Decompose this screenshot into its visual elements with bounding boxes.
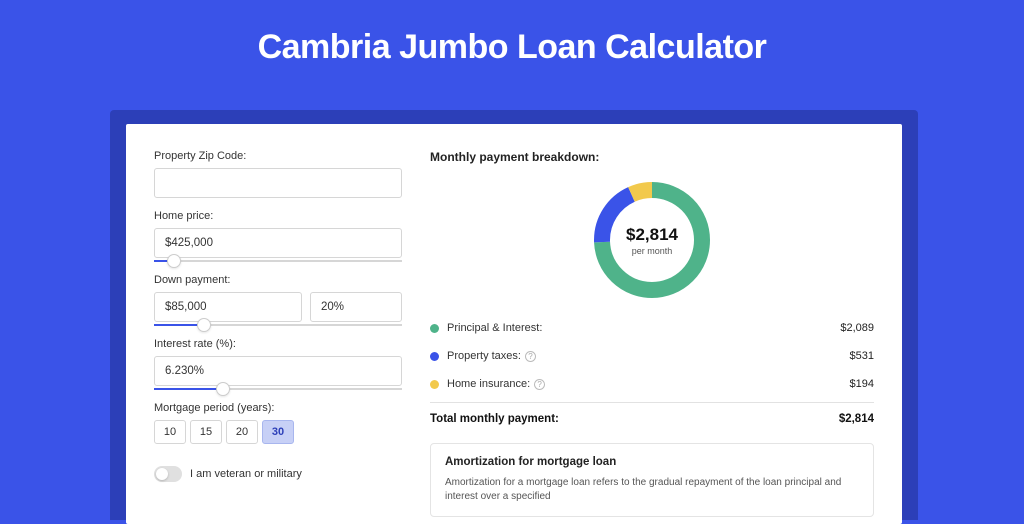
- mortgage-period-group: 10152030: [154, 420, 402, 444]
- down-payment-percent-input[interactable]: [310, 292, 402, 322]
- legend-swatch: [430, 380, 439, 389]
- amortization-text: Amortization for a mortgage loan refers …: [445, 476, 859, 504]
- donut-amount: $2,814: [626, 225, 678, 245]
- total-label: Total monthly payment:: [430, 413, 559, 425]
- total-value: $2,814: [839, 413, 874, 425]
- payment-donut-chart: $2,814 per month: [590, 178, 714, 302]
- mortgage-period-label: Mortgage period (years):: [154, 402, 402, 414]
- page-title: Cambria Jumbo Loan Calculator: [0, 0, 1024, 85]
- amortization-card: Amortization for mortgage loan Amortizat…: [430, 443, 874, 517]
- inputs-column: Property Zip Code: Home price: Down paym…: [154, 150, 402, 524]
- zip-input[interactable]: [154, 168, 402, 198]
- home-price-slider[interactable]: [154, 260, 402, 262]
- amortization-title: Amortization for mortgage loan: [445, 456, 859, 468]
- breakdown-label: Property taxes:?: [447, 350, 850, 362]
- breakdown-label: Principal & Interest:: [447, 322, 840, 334]
- donut-sublabel: per month: [632, 246, 673, 256]
- period-option-15[interactable]: 15: [190, 420, 222, 444]
- home-price-input[interactable]: [154, 228, 402, 258]
- total-row: Total monthly payment: $2,814: [430, 402, 874, 437]
- breakdown-row: Property taxes:?$531: [430, 342, 874, 370]
- breakdown-value: $2,089: [840, 322, 874, 334]
- period-option-10[interactable]: 10: [154, 420, 186, 444]
- info-icon[interactable]: ?: [525, 351, 536, 362]
- breakdown-row: Principal & Interest:$2,089: [430, 314, 874, 342]
- interest-rate-label: Interest rate (%):: [154, 338, 402, 350]
- legend-swatch: [430, 324, 439, 333]
- down-payment-label: Down payment:: [154, 274, 402, 286]
- period-option-30[interactable]: 30: [262, 420, 294, 444]
- period-option-20[interactable]: 20: [226, 420, 258, 444]
- breakdown-row: Home insurance:?$194: [430, 370, 874, 398]
- home-price-label: Home price:: [154, 210, 402, 222]
- breakdown-value: $194: [850, 378, 874, 390]
- breakdown-column: Monthly payment breakdown: $2,814 per mo…: [430, 150, 874, 524]
- calculator-card: Property Zip Code: Home price: Down paym…: [126, 124, 902, 524]
- veteran-label: I am veteran or military: [190, 468, 302, 480]
- breakdown-label: Home insurance:?: [447, 378, 850, 390]
- info-icon[interactable]: ?: [534, 379, 545, 390]
- breakdown-title: Monthly payment breakdown:: [430, 150, 874, 164]
- down-payment-slider[interactable]: [154, 324, 402, 326]
- legend-swatch: [430, 352, 439, 361]
- zip-label: Property Zip Code:: [154, 150, 402, 162]
- interest-rate-input[interactable]: [154, 356, 402, 386]
- down-payment-amount-input[interactable]: [154, 292, 302, 322]
- breakdown-value: $531: [850, 350, 874, 362]
- veteran-toggle[interactable]: [154, 466, 182, 482]
- interest-rate-slider[interactable]: [154, 388, 402, 390]
